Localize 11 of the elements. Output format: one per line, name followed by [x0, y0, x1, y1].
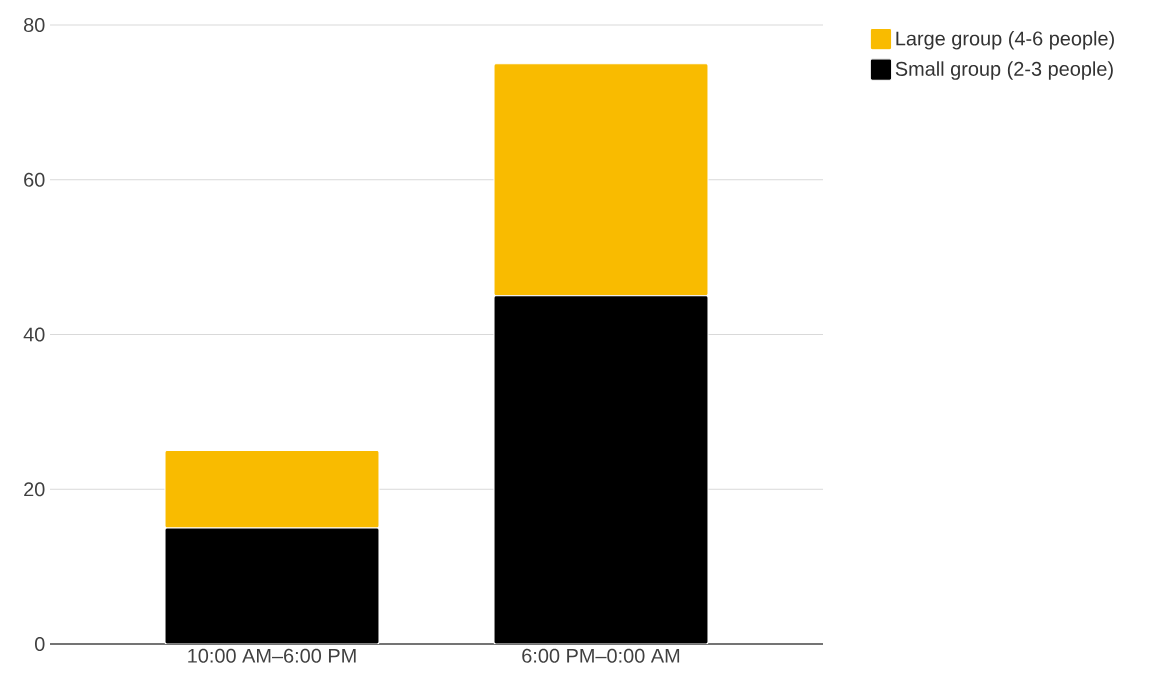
bar: [493, 295, 709, 644]
bar: [164, 527, 380, 644]
y-tick-label: 40: [23, 327, 45, 342]
y-tick-label: 0: [35, 636, 45, 652]
x-tick-label: 6:00 PM–0:00 AM: [522, 648, 680, 663]
y-tick-label: 80: [24, 17, 45, 33]
x-tick-label: 10:00 AM–6:00 PM: [188, 648, 356, 663]
legend-label: Large group (4-6 people): [896, 30, 1114, 50]
legend-label: Small group (2-3 people): [895, 61, 1113, 80]
y-tick-label: 20: [24, 482, 45, 497]
y-tick-label: 60: [24, 172, 45, 187]
